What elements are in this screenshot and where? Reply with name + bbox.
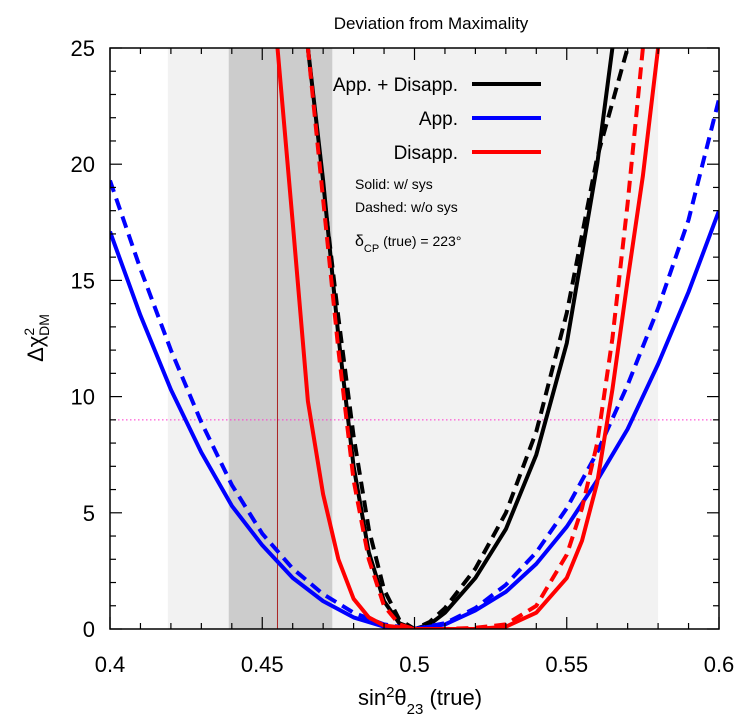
y-axis-label: Δχ2DM bbox=[21, 314, 52, 362]
note-dashed: Dashed: w/o sys bbox=[355, 199, 458, 215]
chart-title: Deviation from Maximality bbox=[334, 14, 529, 33]
band-1 bbox=[228, 48, 333, 629]
legend-label: App. bbox=[419, 109, 458, 130]
y-axis-label-sup: 2 bbox=[21, 328, 37, 336]
x-axis-label-base: sin bbox=[358, 685, 386, 710]
x-tick-label: 0.45 bbox=[241, 652, 284, 677]
y-axis-label-sub: DM bbox=[36, 314, 52, 336]
legend-label: Disapp. bbox=[394, 143, 458, 164]
note-delta-symbol: δ bbox=[355, 233, 364, 250]
x-axis-label-sub: 23 bbox=[407, 701, 424, 718]
x-tick-label: 0.6 bbox=[704, 652, 735, 677]
reference-lines bbox=[110, 48, 719, 629]
y-tick-label: 20 bbox=[71, 152, 95, 177]
y-tick-label: 25 bbox=[71, 36, 95, 61]
x-tick-label: 0.55 bbox=[545, 652, 588, 677]
legend-label: App. + Disapp. bbox=[333, 75, 458, 96]
legend: App. + Disapp. App. Disapp. bbox=[333, 75, 541, 164]
x-axis-label-theta: θ bbox=[394, 685, 406, 710]
y-tick-label: 10 bbox=[71, 385, 95, 410]
series-line-disapp-solid bbox=[275, 48, 661, 629]
y-tick-labels: 0 5 10 15 20 25 bbox=[71, 36, 95, 642]
y-axis-label-delta: Δχ bbox=[23, 335, 48, 362]
note-delta-sub: CP bbox=[364, 243, 379, 255]
note-delta-suffix: (true) = 223° bbox=[379, 233, 461, 249]
axis-ticks bbox=[109, 47, 720, 630]
shaded-bands bbox=[167, 48, 659, 629]
series-line-app-dashed bbox=[110, 98, 719, 629]
y-tick-label: 15 bbox=[71, 268, 95, 293]
x-tick-label: 0.4 bbox=[95, 652, 126, 677]
series-line-app-disapp-dashed bbox=[305, 48, 630, 629]
x-axis-label-suffix: (true) bbox=[423, 685, 482, 710]
x-tick-labels: 0.4 0.45 0.5 0.55 0.6 bbox=[95, 652, 735, 677]
note-delta-cp: δCP (true) = 223° bbox=[355, 233, 461, 255]
x-tick-label: 0.5 bbox=[399, 652, 430, 677]
y-tick-label: 5 bbox=[83, 501, 95, 526]
note-solid: Solid: w/ sys bbox=[355, 176, 433, 192]
series-line-app-solid bbox=[110, 209, 719, 629]
x-axis-label-sup: 2 bbox=[386, 684, 394, 701]
y-tick-label: 0 bbox=[83, 617, 95, 642]
x-axis-label: sin2θ23 (true) bbox=[358, 684, 482, 718]
